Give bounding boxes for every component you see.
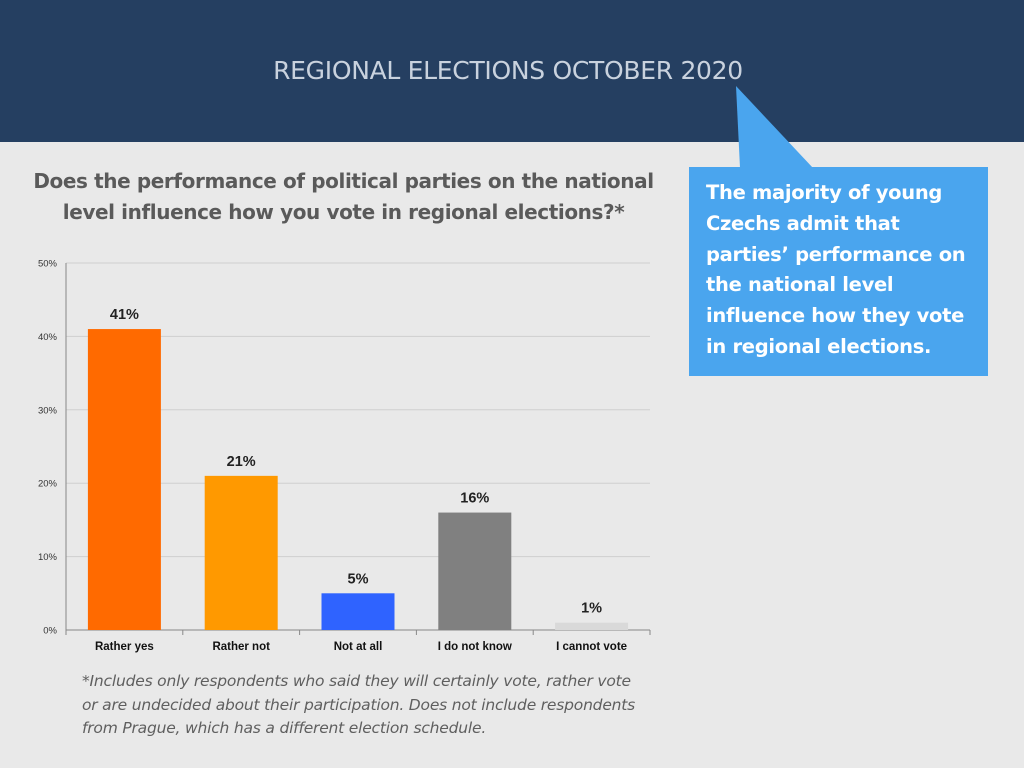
bar <box>438 512 512 630</box>
header-banner: REGIONAL ELECTIONS OCTOBER 2020 <box>0 0 1024 142</box>
footnote: *Includes only respondents who said they… <box>82 672 636 737</box>
bar <box>204 475 278 630</box>
x-tick-label: Rather not <box>212 641 270 653</box>
data-label: 1% <box>581 601 602 617</box>
bar <box>555 622 629 630</box>
y-tick-label: 0% <box>43 626 57 637</box>
bar <box>87 329 161 630</box>
data-label: 5% <box>348 571 369 587</box>
x-tick-label: I do not know <box>438 641 512 653</box>
y-tick-label: 40% <box>38 332 58 343</box>
data-label: 16% <box>460 491 489 507</box>
page-title: REGIONAL ELECTIONS OCTOBER 2020 <box>273 56 743 85</box>
bar <box>321 593 395 630</box>
x-tick-label: I cannot vote <box>556 641 627 653</box>
callout-pointer <box>736 86 813 168</box>
y-tick-label: 50% <box>38 259 58 270</box>
y-tick-label: 20% <box>38 479 58 490</box>
x-tick-label: Rather yes <box>95 641 154 653</box>
x-tick-label: Not at all <box>334 641 383 653</box>
data-label: 41% <box>110 307 139 323</box>
y-tick-label: 30% <box>38 405 58 416</box>
bar-chart: 0% 10% 20% 30% 40% 50% 41% Rather yes 21% Rather … <box>38 259 651 653</box>
chart-question: Does the performance of political partie… <box>33 169 654 224</box>
data-label: 21% <box>227 454 256 470</box>
callout-text: The majority of young Czechs admit that … <box>706 181 966 358</box>
callout-box: The majority of young Czechs admit that … <box>689 167 988 376</box>
y-tick-label: 10% <box>38 552 58 563</box>
